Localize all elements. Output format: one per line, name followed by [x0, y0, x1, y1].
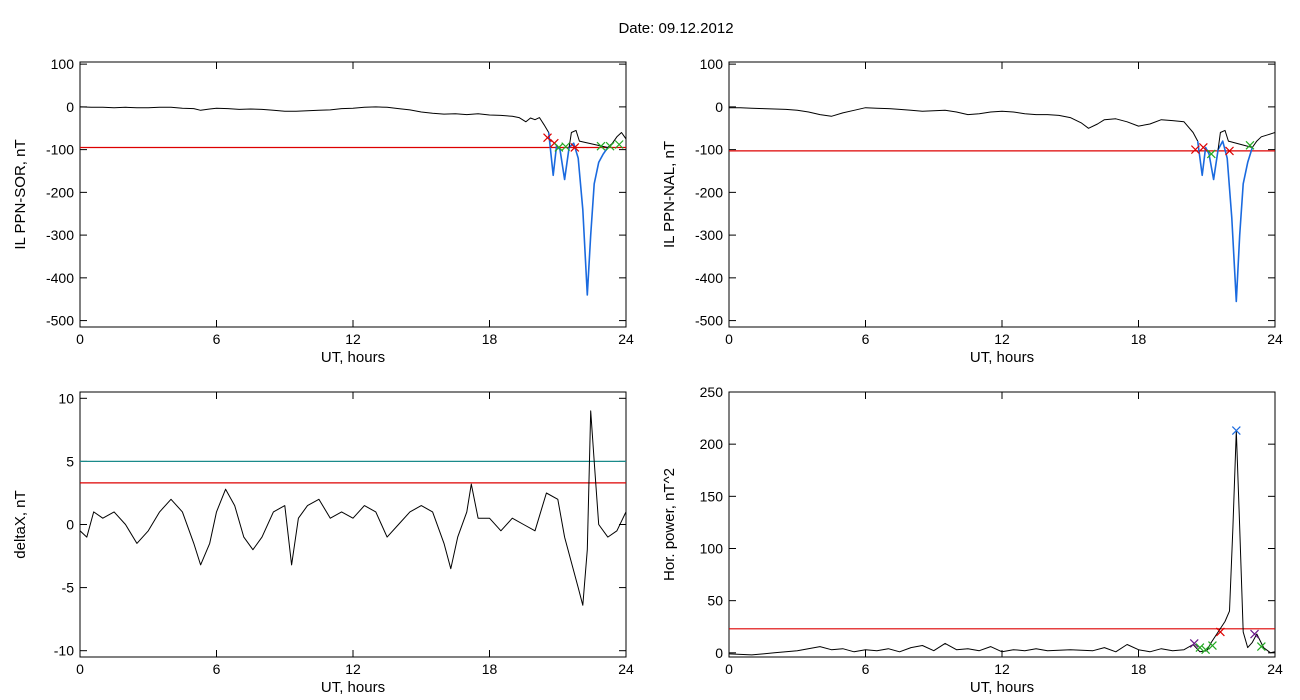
- series-line: [1217, 129, 1275, 150]
- y-tick-label: -400: [46, 270, 74, 286]
- chart-top-left: 0 6 12 18 24 100 0 -100 -200 -300 -400 -500 UT, hour…: [12, 56, 634, 366]
- y-tick-label: 100: [51, 56, 75, 72]
- marker-x: [570, 143, 580, 152]
- x-tick-label: 6: [213, 661, 221, 677]
- chart-bottom-right: 0 6 12 18 24 250 200 150 100 50 0 UT, hours Hor. pow…: [661, 384, 1283, 696]
- x-tick-label: 0: [725, 331, 733, 347]
- marker-x: [605, 141, 615, 151]
- marker-x: [1231, 426, 1241, 436]
- chart-bottom-left: 0 6 12 18 24 10 5 0 -5 -10 UT, hours deltaX, nT: [12, 390, 634, 696]
- x-tick-label: 24: [618, 661, 634, 677]
- marker-x: [596, 141, 606, 151]
- plot-area: [80, 106, 626, 296]
- x-tick-label: 18: [1131, 331, 1147, 347]
- x-axis-title: UT, hours: [321, 349, 385, 366]
- marker-x: [614, 140, 624, 149]
- y-tick-label: -400: [695, 270, 723, 286]
- x-tick-label: 24: [1267, 661, 1283, 677]
- x-tick-label: 0: [76, 661, 84, 677]
- x-axis-title: UT, hours: [970, 679, 1034, 696]
- y-tick-label: -500: [46, 313, 74, 329]
- y-axis-title: Hor. power, nT^2: [661, 468, 678, 581]
- series-line: [1196, 140, 1254, 303]
- x-axis-title: UT, hours: [970, 349, 1034, 366]
- x-tick-label: 12: [345, 661, 361, 677]
- marker-x: [1201, 645, 1211, 655]
- marker-x: [1245, 140, 1255, 150]
- y-tick-label: 100: [700, 540, 724, 556]
- plot-frame: [728, 391, 1276, 658]
- plot-area: [729, 107, 1275, 303]
- marker-x: [1198, 143, 1208, 152]
- x-tick-label: 12: [345, 331, 361, 347]
- series-line: [80, 106, 550, 133]
- x-tick-label: 6: [862, 331, 870, 347]
- plot-frame: [79, 391, 627, 658]
- y-tick-label: -100: [46, 142, 74, 158]
- series-line: [80, 410, 626, 606]
- x-tick-label: 24: [1267, 331, 1283, 347]
- y-tick-label: -5: [62, 580, 75, 596]
- x-tick-label: 24: [618, 331, 634, 347]
- y-tick-label: 100: [700, 56, 724, 72]
- x-tick-label: 18: [482, 661, 498, 677]
- marker-x: [1208, 641, 1217, 650]
- y-tick-label: -100: [695, 142, 723, 158]
- y-tick-label: -10: [54, 643, 74, 659]
- y-tick-label: -300: [46, 227, 74, 243]
- series-line: [729, 107, 1199, 142]
- series-line: [568, 129, 626, 148]
- x-tick-label: 18: [482, 331, 498, 347]
- marker-x: [1215, 627, 1225, 637]
- x-tick-label: 0: [76, 331, 84, 347]
- marker-x: [1250, 629, 1259, 639]
- x-tick-label: 18: [1131, 661, 1147, 677]
- series-line: [729, 430, 1275, 656]
- marker-x: [543, 133, 552, 143]
- y-tick-label: -500: [695, 313, 723, 329]
- y-axis-title: deltaX, nT: [12, 490, 29, 558]
- x-tick-label: 0: [725, 661, 733, 677]
- date-label: Date: 09.12.2012: [618, 20, 733, 37]
- chart-top-right: 0 6 12 18 24 100 0 -100 -200 -300 -400 -500 UT, hour…: [661, 56, 1283, 366]
- plot-area: [729, 426, 1275, 656]
- x-axis-title: UT, hours: [321, 679, 385, 696]
- y-tick-label: -200: [695, 184, 723, 200]
- y-tick-label: 10: [58, 390, 74, 406]
- y-tick-label: 250: [700, 384, 724, 400]
- x-tick-label: 12: [994, 331, 1010, 347]
- x-tick-label: 12: [994, 661, 1010, 677]
- y-tick-label: 200: [700, 436, 724, 452]
- y-tick-label: 0: [66, 99, 74, 115]
- y-tick-label: 0: [715, 645, 723, 661]
- y-tick-label: -300: [695, 227, 723, 243]
- marker-x: [1256, 642, 1266, 651]
- marker-x: [1195, 643, 1205, 653]
- x-tick-label: 6: [862, 661, 870, 677]
- marker-x: [1225, 146, 1234, 156]
- y-tick-label: -200: [46, 184, 74, 200]
- series-line: [547, 132, 609, 296]
- marker-x: [561, 142, 571, 152]
- y-tick-label: 150: [700, 488, 724, 504]
- marker-x: [1206, 149, 1216, 159]
- plot-area: [80, 410, 626, 606]
- plot-frame: [728, 61, 1276, 328]
- plot-frame: [79, 61, 627, 328]
- x-tick-label: 6: [213, 331, 221, 347]
- y-axis-title: IL PPN-SOR, nT: [12, 139, 29, 249]
- y-tick-label: 50: [707, 593, 723, 609]
- y-tick-label: 5: [66, 453, 74, 469]
- marker-x: [1190, 145, 1200, 155]
- y-tick-label: 0: [66, 517, 74, 533]
- marker-x: [1189, 639, 1199, 648]
- y-axis-title: IL PPN-NAL, nT: [661, 141, 678, 248]
- y-tick-label: 0: [715, 99, 723, 115]
